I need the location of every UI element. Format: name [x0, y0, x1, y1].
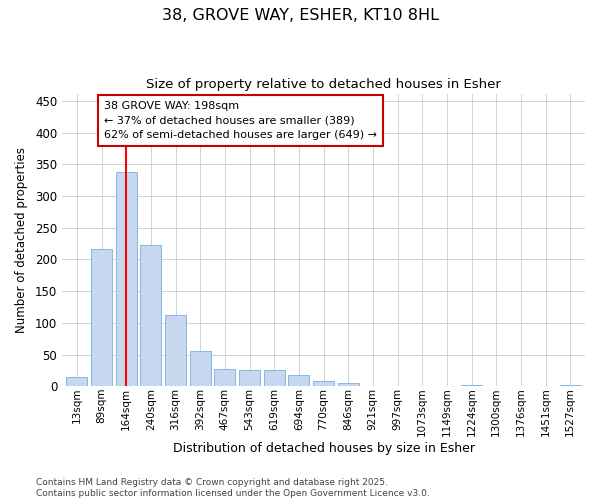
Bar	[338, 383, 359, 386]
Bar	[239, 370, 260, 386]
Bar	[190, 352, 211, 386]
X-axis label: Distribution of detached houses by size in Esher: Distribution of detached houses by size …	[173, 442, 475, 455]
Text: 38, GROVE WAY, ESHER, KT10 8HL: 38, GROVE WAY, ESHER, KT10 8HL	[161, 8, 439, 22]
Bar	[165, 315, 186, 386]
Bar	[264, 370, 284, 386]
Bar	[560, 385, 581, 386]
Bar	[313, 381, 334, 386]
Bar	[91, 250, 112, 386]
Y-axis label: Number of detached properties: Number of detached properties	[15, 148, 28, 334]
Title: Size of property relative to detached houses in Esher: Size of property relative to detached ho…	[146, 78, 501, 90]
Bar	[214, 369, 235, 386]
Text: 38 GROVE WAY: 198sqm
← 37% of detached houses are smaller (389)
62% of semi-deta: 38 GROVE WAY: 198sqm ← 37% of detached h…	[104, 101, 377, 140]
Bar	[116, 172, 137, 386]
Bar	[67, 377, 88, 386]
Bar	[140, 246, 161, 386]
Bar	[289, 375, 310, 386]
Bar	[461, 385, 482, 386]
Text: Contains HM Land Registry data © Crown copyright and database right 2025.
Contai: Contains HM Land Registry data © Crown c…	[36, 478, 430, 498]
